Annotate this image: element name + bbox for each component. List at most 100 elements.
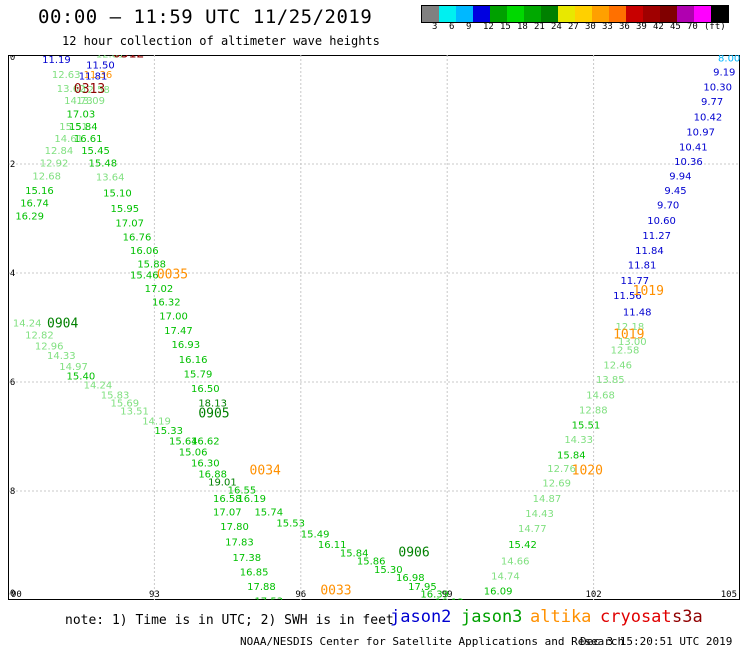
- colorbar-swatch: [711, 6, 728, 22]
- pass-time-label: 1019: [633, 284, 664, 299]
- colorbar-swatch: [507, 6, 524, 22]
- pass-time-label: 1020: [572, 464, 603, 479]
- x-tick-label: 93: [149, 590, 160, 600]
- satellite-legend-cryosat: cryosat: [600, 607, 672, 627]
- wave-height-value: 14.66: [501, 557, 530, 568]
- wave-height-value: 16.74: [20, 199, 49, 210]
- wave-height-value: 15.42: [508, 540, 537, 551]
- wave-height-value: 9.94: [669, 171, 691, 182]
- colorbar-swatch: [439, 6, 456, 22]
- wave-height-value: 13.85: [596, 375, 625, 386]
- wave-height-value: 17.80: [220, 522, 249, 533]
- pass-time-label: 0904: [47, 317, 78, 332]
- wave-height-value: 12.69: [542, 479, 571, 490]
- colorbar-swatch: [558, 6, 575, 22]
- wave-height-value: 10.36: [674, 157, 703, 168]
- wave-height-value: 17.00: [159, 311, 188, 322]
- wave-height-value: 17.47: [164, 326, 193, 337]
- x-tick-label: 90: [11, 590, 22, 600]
- wave-height-value: 17.83: [225, 538, 254, 549]
- wave-height-value: 15.33: [154, 426, 183, 437]
- satellite-legend-jason2: jason2: [390, 607, 452, 627]
- wave-height-value: 9.70: [657, 201, 679, 212]
- wave-height-value: 11.27: [642, 231, 671, 242]
- wave-height-value: 11.81: [628, 261, 657, 272]
- wave-height-value: 15.64: [169, 437, 198, 448]
- colorbar-label: 39: [636, 22, 647, 32]
- wave-height-value: 17.07: [213, 508, 242, 519]
- colorbar-label: 18: [517, 22, 528, 32]
- pass-time-label: 0312: [113, 55, 144, 62]
- colorbar-swatch: [473, 6, 490, 22]
- wave-height-value: 14.74: [491, 571, 520, 582]
- wave-height-value: 12.84: [45, 146, 74, 157]
- wave-height-value: 15.48: [89, 159, 118, 170]
- colorbar-swatch: [592, 6, 609, 22]
- y-tick-label: -60: [8, 589, 15, 599]
- colorbar-swatch: [422, 6, 439, 22]
- wave-height-value: 16.61: [74, 134, 103, 145]
- wave-height-value: 11.48: [623, 308, 652, 319]
- colorbar-label: 27: [568, 22, 579, 32]
- wave-height-value: 14.68: [586, 390, 615, 401]
- wave-height-value: 17.07: [115, 219, 144, 230]
- wave-height-value: 15.79: [184, 370, 213, 381]
- wave-height-value: 9.19: [713, 68, 735, 79]
- wave-height-value: 12.81: [96, 55, 125, 61]
- colorbar-swatch: [456, 6, 473, 22]
- wave-height-value: 17.53: [254, 596, 283, 600]
- wave-height-value: 10.60: [647, 216, 676, 227]
- wave-height-value: 15.40: [67, 371, 96, 382]
- wave-height-colorbar: [421, 5, 729, 23]
- altimeter-map: 90 93 96 99 102 105 -50 -52 -54 -56 -58 -60 11.19 12.…: [8, 55, 740, 600]
- wave-height-value: 19.01: [208, 478, 237, 489]
- colorbar-label: (ft): [704, 22, 726, 32]
- wave-height-value: 14.19: [142, 417, 171, 428]
- satellite-legend-altika: altika: [530, 607, 592, 627]
- wave-height-value: 16.19: [237, 494, 266, 505]
- colorbar-swatch: [643, 6, 660, 22]
- pass-time-label: 0033: [320, 584, 351, 599]
- wave-height-value: 12.68: [32, 171, 61, 182]
- colorbar-label: 12: [483, 22, 494, 32]
- wave-height-value: 16.85: [240, 567, 269, 578]
- wave-height-value: 8.00: [718, 55, 740, 65]
- pass-time-label: 0035: [157, 267, 188, 282]
- wave-height-value: 14.77: [518, 524, 547, 535]
- wave-height-value: 16.29: [15, 212, 44, 223]
- colorbar-label: 36: [619, 22, 630, 32]
- wave-height-value: 16.09: [484, 587, 513, 598]
- wave-height-value: 16.16: [179, 355, 208, 366]
- wave-height-value: 9.77: [701, 97, 723, 108]
- wave-height-value: 16.50: [191, 384, 220, 395]
- colorbar-swatch: [541, 6, 558, 22]
- y-tick-label: -52: [8, 160, 15, 170]
- colorbar-swatch: [575, 6, 592, 22]
- map-title: 00:00 – 11:59 UTC 11/25/2019: [38, 6, 373, 28]
- wave-height-value: 14.61: [54, 134, 83, 145]
- colorbar-label: 33: [602, 22, 613, 32]
- wave-height-value: 18.13: [198, 399, 227, 410]
- footer-note: note: 1) Time is in UTC; 2) SWH is in fe…: [65, 613, 394, 628]
- wave-height-value: 12.82: [25, 330, 54, 341]
- colorbar-label: 70: [687, 22, 698, 32]
- wave-height-value: 11.19: [42, 55, 71, 66]
- wave-height-value: 16.76: [123, 232, 152, 243]
- colorbar-label: 9: [466, 22, 472, 32]
- colorbar-label: 24: [551, 22, 562, 32]
- wave-height-value: 13.09: [76, 96, 105, 107]
- wave-height-value: 16.13: [435, 597, 464, 600]
- colorbar-swatch: [626, 6, 643, 22]
- wave-height-value: 17.95: [408, 582, 437, 593]
- y-tick-label: -56: [8, 378, 15, 388]
- wave-height-value: 11.36: [84, 70, 113, 81]
- pass-time-label: 1019: [613, 327, 644, 342]
- wave-height-value: 12.58: [81, 85, 110, 96]
- wave-height-value: 16.62: [191, 437, 220, 448]
- colorbar-swatch: [490, 6, 507, 22]
- wave-height-value: 12.58: [611, 346, 640, 357]
- pass-time-label: 0313: [74, 82, 105, 97]
- wave-height-value: 15.84: [69, 122, 98, 133]
- wave-height-value: 14.33: [564, 435, 593, 446]
- wave-height-value: 16.55: [228, 486, 257, 497]
